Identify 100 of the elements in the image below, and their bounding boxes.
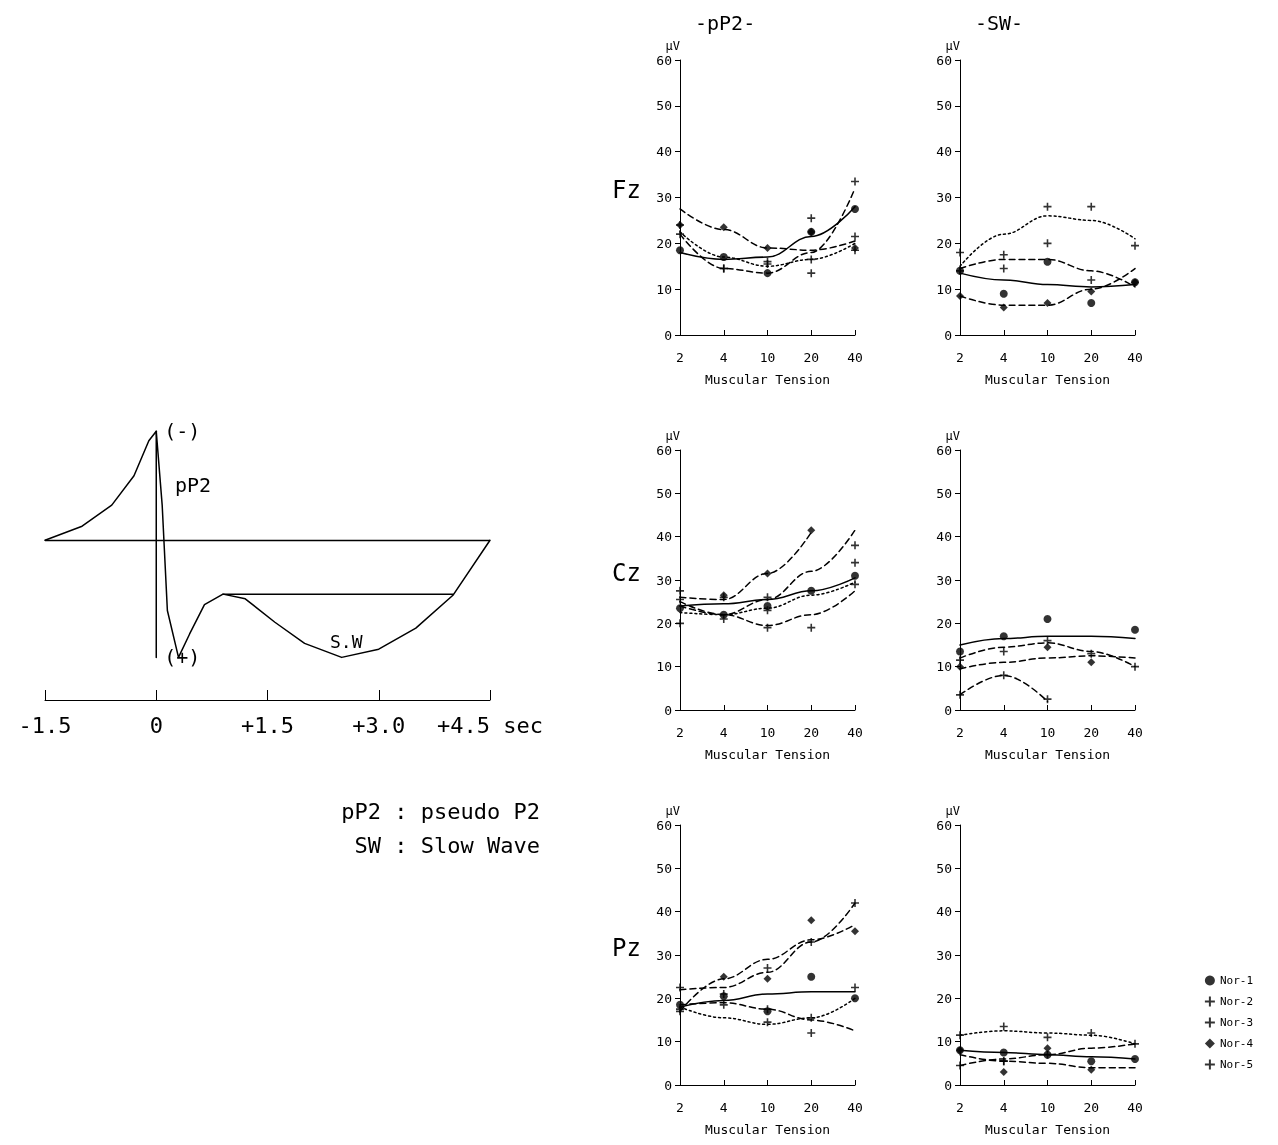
y-tick-label: 40 [656,904,672,920]
x-axis-title: Muscular Tension [984,372,1111,387]
y-tick-label: 20 [936,235,952,251]
y-tick-label: 0 [944,327,952,343]
y-tick-label: 0 [664,1077,672,1093]
y-tick-label: 10 [656,1034,672,1050]
text: pP2 : pseudo P2 [341,798,541,824]
x-tick-label: 2 [956,1100,964,1115]
y-tick-label: 40 [936,144,952,160]
x-tick-label: 4 [999,1100,1008,1115]
x-tick-label: 4 [719,725,728,740]
y-tick-label: 0 [944,1077,952,1093]
annotation: (+) [164,645,201,670]
y-axis-title: μV [945,804,960,818]
x-tick-label: 10 [1039,1100,1056,1115]
y-axis-title: μV [945,429,960,443]
x-tick-label: 40 [1127,350,1143,365]
y-tick-label: 0 [664,702,672,718]
y-tick-label: 20 [656,990,672,1006]
text: SW : Slow Wave [354,832,541,858]
y-tick-label: 60 [656,442,672,458]
y-tick-label: 20 [656,615,672,631]
x-tick-label: 2 [676,1100,684,1115]
x-tick-label: 2 [956,350,964,365]
legend-label: Nor-3 [1219,1016,1254,1029]
text: Cz [612,559,641,587]
y-tick-label: 60 [936,817,952,833]
y-tick-label: 60 [656,52,672,68]
x-tick-label: 2 [676,725,684,740]
y-tick-label: 10 [656,659,672,675]
x-tick-label: 10 [1039,350,1056,365]
y-tick-label: 50 [936,485,952,501]
y-tick-label: 30 [656,190,672,205]
y-tick-label: 30 [936,572,952,588]
y-tick-label: 0 [664,327,672,343]
x-axis-title: Muscular Tension [704,1122,831,1137]
x-tick-label: 10 [759,725,776,740]
y-tick-label: 0 [944,702,952,718]
y-tick-label: 10 [936,281,952,297]
y-axis-title: μV [665,429,680,443]
x-axis-title: Muscular Tension [704,372,831,387]
x-tick-label: 10 [759,1100,776,1115]
y-tick-label: 40 [936,529,952,545]
y-tick-label: 10 [656,281,672,297]
x-axis-title: Muscular Tension [984,1122,1111,1137]
y-tick-label: 30 [936,190,952,205]
chart-title: -pP2- [695,11,756,35]
x-tick-label: 4 [719,350,728,365]
y-axis-title: μV [665,39,680,53]
x-tick-label: 40 [1127,725,1143,740]
y-tick-label: 30 [656,947,672,963]
y-tick-label: 50 [936,98,952,114]
x-axis-title: Muscular Tension [984,747,1111,762]
y-tick-label: 50 [656,860,672,876]
y-tick-label: 50 [656,98,672,114]
text: Pz [612,934,641,962]
y-tick-label: 40 [656,529,672,545]
annotation: (-) [164,419,201,444]
y-tick-label: 30 [656,572,672,588]
chart-title: -SW- [975,11,1024,35]
x-tick-label: +1.5 [241,712,294,738]
x-tick-label: 20 [1083,725,1100,740]
x-tick-label: 10 [759,350,776,365]
annotation: S.W [330,630,363,652]
y-tick-label: 60 [936,442,952,458]
text: Fz [612,175,641,204]
y-tick-label: 20 [936,990,952,1006]
x-tick-label: 20 [1083,1100,1100,1115]
x-tick-label: 20 [803,1100,820,1115]
x-tick-label: -1.5 [18,712,72,738]
legend-label: Nor-5 [1219,1058,1254,1071]
legend-label: Nor-4 [1219,1037,1254,1050]
x-tick-label: 40 [847,1100,863,1115]
y-tick-label: 30 [936,947,952,963]
x-axis-title: Muscular Tension [704,747,831,762]
x-tick-label: +4.5 sec [437,712,543,738]
y-tick-label: 40 [656,144,672,160]
legend-label: Nor-1 [1219,974,1254,987]
annotation: pP2 [175,473,212,497]
x-tick-label: 40 [847,725,863,740]
y-axis-title: μV [945,39,960,53]
x-tick-label: 4 [719,1100,728,1115]
legend-label: Nor-2 [1219,995,1254,1008]
x-tick-label: 0 [149,712,163,738]
y-tick-label: 40 [936,904,952,920]
y-tick-label: 20 [656,235,672,251]
y-tick-label: 10 [936,1034,952,1050]
y-tick-label: 60 [936,52,952,68]
y-tick-label: 10 [936,659,952,675]
x-tick-label: 40 [847,350,863,365]
y-tick-label: 20 [936,615,952,631]
x-tick-label: 2 [956,725,964,740]
x-tick-label: 4 [999,350,1008,365]
x-tick-label: 4 [999,725,1008,740]
y-tick-label: 50 [936,860,952,876]
x-tick-label: 20 [803,725,820,740]
x-tick-label: 2 [676,350,684,365]
x-tick-label: +3.0 [352,712,406,738]
y-axis-title: μV [665,804,680,818]
x-tick-label: 40 [1127,1100,1143,1115]
